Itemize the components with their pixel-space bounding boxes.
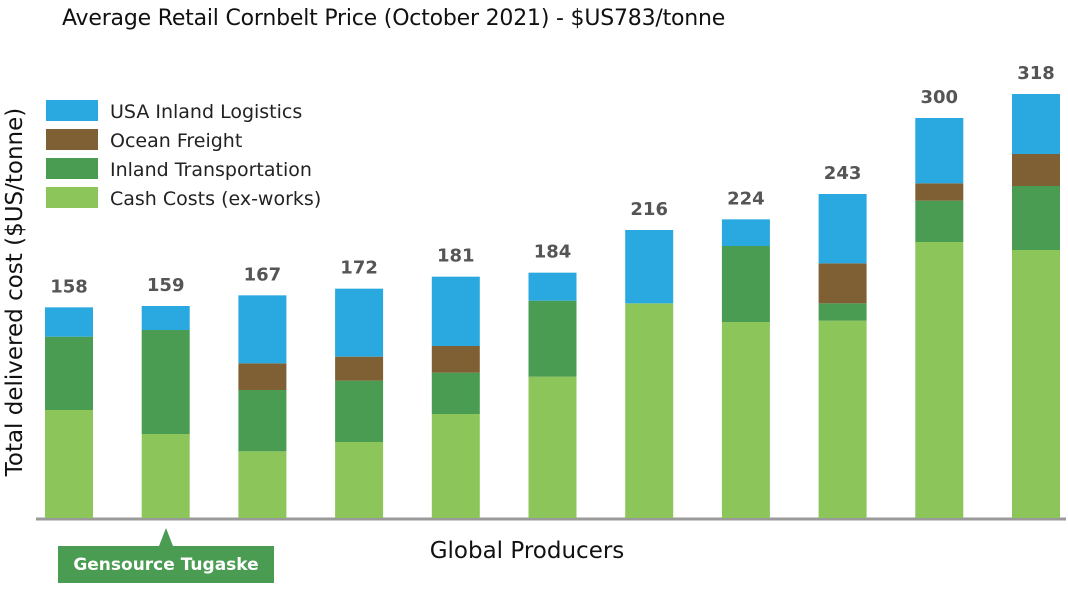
bar-total-label-3: 172 xyxy=(340,258,378,279)
callout-pointer xyxy=(159,528,173,546)
bar-segment-inland-transportation-5 xyxy=(528,300,577,377)
bar-segment-usa-inland-logistics-4 xyxy=(431,276,480,346)
bar-segment-usa-inland-logistics-0 xyxy=(45,307,93,337)
bar-segment-cash-costs-ex-works-1 xyxy=(141,434,190,518)
bar-segment-usa-inland-logistics-2 xyxy=(238,295,287,364)
bar-segment-cash-costs-ex-works-6 xyxy=(625,303,674,518)
bar-segment-cash-costs-ex-works-2 xyxy=(238,451,287,518)
bar-segment-inland-transportation-9 xyxy=(915,200,964,242)
bar-total-label-6: 216 xyxy=(630,199,668,220)
bar-total-label-5: 184 xyxy=(534,242,572,263)
legend-label-ocean-freight: Ocean Freight xyxy=(110,130,242,152)
bar-segment-inland-transportation-4 xyxy=(431,372,480,414)
bar-segment-cash-costs-ex-works-5 xyxy=(528,376,577,518)
bar-total-label-10: 318 xyxy=(1017,63,1055,84)
legend-label-usa-inland-logistics: USA Inland Logistics xyxy=(110,101,302,123)
bar-segment-inland-transportation-8 xyxy=(818,303,867,321)
legend-label-inland-transportation: Inland Transportation xyxy=(110,159,312,181)
bar-total-label-0: 158 xyxy=(50,276,88,297)
bar-segment-inland-transportation-0 xyxy=(45,336,93,410)
legend-swatch-inland-transportation xyxy=(46,158,98,179)
legend-label-cash-costs-ex-works: Cash Costs (ex-works) xyxy=(110,188,321,210)
bar-segment-cash-costs-ex-works-7 xyxy=(721,322,770,518)
bar-segment-usa-inland-logistics-3 xyxy=(335,288,384,357)
bar-segment-cash-costs-ex-works-8 xyxy=(818,320,867,518)
bar-segment-cash-costs-ex-works-3 xyxy=(335,442,384,518)
bar-total-label-2: 167 xyxy=(244,264,282,285)
bar-segment-cash-costs-ex-works-0 xyxy=(45,410,93,518)
bar-segment-usa-inland-logistics-9 xyxy=(915,118,964,184)
bar-segment-usa-inland-logistics-5 xyxy=(528,272,577,301)
legend-swatch-cash-costs-ex-works xyxy=(46,187,98,208)
bar-segment-inland-transportation-3 xyxy=(335,380,384,442)
bar-total-label-4: 181 xyxy=(437,246,475,267)
bar-total-label-7: 224 xyxy=(727,188,765,209)
bar-segment-ocean-freight-2 xyxy=(238,363,287,390)
legend-swatch-ocean-freight xyxy=(46,129,98,150)
bar-segment-usa-inland-logistics-8 xyxy=(818,194,867,264)
bar-segment-usa-inland-logistics-7 xyxy=(721,219,770,246)
bar-segment-ocean-freight-3 xyxy=(335,356,384,381)
bar-segment-ocean-freight-9 xyxy=(915,183,964,201)
bar-segment-usa-inland-logistics-1 xyxy=(141,306,190,330)
bar-segment-inland-transportation-2 xyxy=(238,390,287,452)
bar-segment-inland-transportation-10 xyxy=(1012,186,1060,250)
bar-total-label-9: 300 xyxy=(921,87,959,108)
legend-swatch-usa-inland-logistics xyxy=(46,100,98,121)
bar-segment-cash-costs-ex-works-10 xyxy=(1012,250,1060,518)
bar-segment-usa-inland-logistics-6 xyxy=(625,230,674,304)
bar-segment-ocean-freight-10 xyxy=(1012,154,1060,186)
bar-segment-inland-transportation-1 xyxy=(141,330,190,434)
bar-segment-usa-inland-logistics-10 xyxy=(1012,94,1060,154)
gensource-tugaske-callout: Gensource Tugaske xyxy=(58,546,274,583)
bar-segment-cash-costs-ex-works-9 xyxy=(915,242,964,518)
bar-segment-ocean-freight-4 xyxy=(431,346,480,373)
chart-title: Average Retail Cornbelt Price (October 2… xyxy=(62,6,726,31)
bar-total-label-1: 159 xyxy=(147,275,185,296)
bar-segment-cash-costs-ex-works-4 xyxy=(431,414,480,518)
bar-segment-inland-transportation-7 xyxy=(721,246,770,322)
x-axis-label: Global Producers xyxy=(429,538,625,564)
bar-segment-ocean-freight-8 xyxy=(818,263,867,304)
bar-total-label-8: 243 xyxy=(824,163,862,184)
